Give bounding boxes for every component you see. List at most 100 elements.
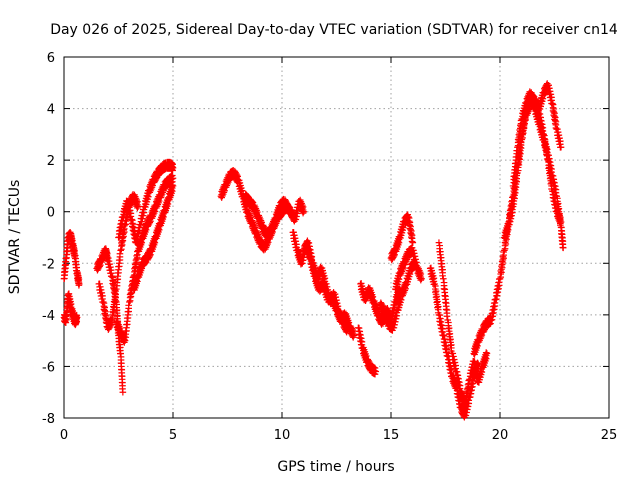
- data-point-marker: [407, 223, 414, 230]
- data-point-marker: [552, 118, 560, 126]
- data-point-marker: [99, 298, 107, 306]
- data-point-marker: [408, 227, 415, 235]
- data-point-marker: [134, 203, 142, 210]
- data-point-marker: [452, 362, 459, 369]
- data-point-marker: [146, 252, 154, 260]
- data-point-marker: [546, 155, 553, 163]
- data-point-marker: [139, 212, 147, 219]
- data-point-marker: [221, 187, 228, 195]
- data-point-marker: [117, 226, 124, 234]
- data-point-marker: [358, 338, 366, 346]
- data-point-marker: [118, 372, 126, 380]
- data-point-marker: [456, 378, 463, 386]
- data-point-marker: [483, 350, 491, 357]
- data-point-marker: [448, 366, 455, 374]
- data-point-marker: [391, 321, 398, 329]
- data-point-marker: [169, 174, 177, 182]
- data-point-marker: [463, 409, 470, 416]
- data-point-marker: [406, 270, 414, 278]
- data-point-marker: [334, 302, 342, 310]
- series-track-r: [435, 239, 491, 410]
- data-point-marker: [468, 370, 475, 377]
- data-point-marker: [106, 260, 114, 268]
- data-point-marker: [117, 353, 125, 361]
- data-point-marker: [168, 187, 176, 195]
- data-point-marker: [511, 172, 518, 180]
- data-point-marker: [498, 258, 506, 265]
- data-point-marker: [464, 392, 471, 399]
- data-point-marker: [509, 182, 517, 190]
- data-point-marker: [546, 158, 554, 166]
- data-point-marker: [125, 302, 132, 309]
- data-point-marker: [118, 360, 125, 367]
- data-point-marker: [169, 164, 177, 172]
- data-point-marker: [543, 146, 551, 153]
- data-point-marker: [557, 137, 564, 145]
- data-point-marker: [406, 219, 414, 226]
- data-point-marker: [134, 278, 141, 285]
- data-point-marker: [418, 275, 425, 283]
- data-point-marker: [547, 162, 555, 169]
- data-point-marker: [105, 257, 113, 265]
- data-point-marker: [441, 286, 449, 293]
- data-point-marker: [471, 358, 478, 365]
- data-point-marker: [410, 247, 417, 254]
- data-point-marker: [547, 91, 555, 98]
- series-track-g: [130, 181, 177, 294]
- y-tick-label: 0: [47, 206, 55, 221]
- data-point-marker: [323, 280, 330, 288]
- series-track-l: [355, 324, 380, 378]
- data-point-marker: [441, 335, 449, 343]
- data-point-marker: [99, 292, 106, 300]
- data-point-marker: [118, 220, 126, 227]
- data-point-marker: [447, 363, 454, 371]
- data-point-marker: [478, 331, 486, 339]
- data-point-marker: [443, 346, 451, 353]
- data-point-marker: [151, 208, 159, 215]
- data-point-marker: [275, 208, 283, 216]
- data-point-marker: [453, 368, 461, 376]
- data-point-marker: [530, 99, 538, 107]
- data-point-marker: [455, 375, 462, 383]
- data-point-marker: [493, 295, 500, 303]
- data-point-marker: [96, 280, 103, 288]
- data-point-marker: [511, 195, 518, 202]
- data-point-marker: [134, 254, 141, 262]
- data-point-marker: [466, 376, 474, 383]
- data-point-marker: [430, 274, 438, 282]
- data-point-marker: [321, 274, 329, 282]
- data-point-marker: [126, 204, 133, 211]
- data-point-marker: [409, 239, 417, 246]
- data-point-marker: [433, 292, 441, 300]
- data-point-marker: [445, 319, 452, 326]
- data-point-marker: [118, 245, 125, 253]
- data-point-marker: [133, 239, 140, 247]
- y-axis-label: SDTVAR / TECUs: [7, 180, 23, 295]
- data-point-marker: [128, 216, 135, 223]
- data-point-marker: [297, 260, 305, 268]
- data-point-marker: [293, 210, 301, 217]
- data-point-marker: [73, 264, 81, 271]
- data-point-marker: [500, 248, 507, 256]
- data-point-marker: [307, 250, 315, 257]
- data-point-marker: [373, 306, 381, 313]
- data-point-marker: [164, 200, 172, 208]
- data-point-marker: [299, 203, 307, 211]
- y-tick-label: -2: [42, 257, 55, 272]
- data-point-marker: [293, 213, 300, 220]
- data-point-marker: [109, 274, 116, 281]
- data-point-marker: [115, 233, 123, 241]
- data-point-marker: [168, 181, 176, 189]
- data-point-marker: [371, 364, 379, 372]
- data-point-marker: [343, 322, 350, 330]
- data-point-marker: [102, 308, 109, 316]
- data-point-marker: [551, 114, 559, 121]
- data-point-marker: [552, 124, 560, 132]
- data-point-marker: [355, 324, 363, 332]
- data-point-marker: [443, 312, 451, 320]
- data-point-marker: [290, 228, 297, 236]
- data-point-marker: [125, 201, 132, 208]
- data-point-marker: [113, 285, 120, 293]
- data-point-marker: [557, 143, 565, 151]
